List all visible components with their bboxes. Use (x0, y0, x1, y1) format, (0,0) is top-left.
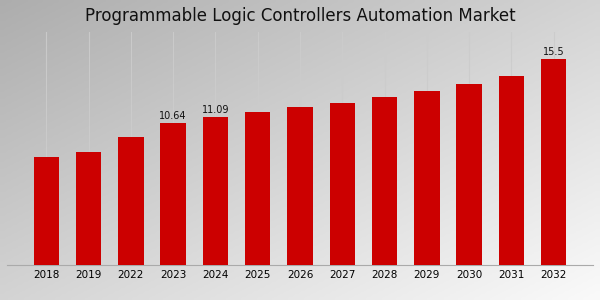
Bar (541, 58, 566, 265)
Bar (160, 123, 186, 265)
Text: 10.64: 10.64 (160, 111, 187, 121)
Text: 15.5: 15.5 (543, 46, 565, 57)
Bar (203, 117, 228, 265)
Bar (329, 103, 355, 265)
Bar (414, 91, 440, 265)
Bar (372, 97, 397, 265)
Bar (34, 157, 59, 265)
Bar (499, 76, 524, 265)
Bar (245, 112, 271, 265)
Bar (287, 107, 313, 265)
Title: Programmable Logic Controllers Automation Market: Programmable Logic Controllers Automatio… (85, 7, 515, 25)
Text: 11.09: 11.09 (202, 105, 229, 115)
Bar (457, 84, 482, 265)
Bar (76, 152, 101, 265)
Bar (118, 137, 143, 265)
